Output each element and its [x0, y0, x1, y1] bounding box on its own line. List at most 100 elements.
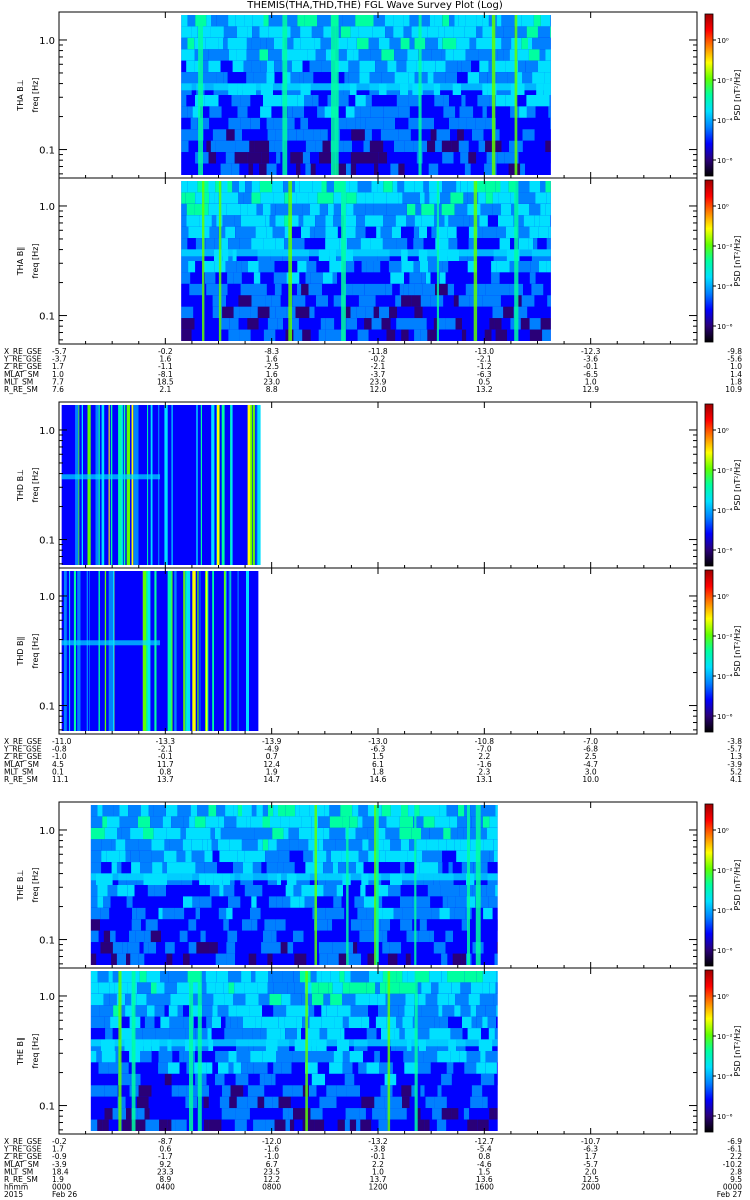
- spectrogram-cell: [304, 982, 312, 994]
- spectrogram-stripe: [164, 405, 168, 565]
- spectrogram-cell: [354, 896, 364, 908]
- spectrogram-cell: [230, 1016, 238, 1029]
- spectrogram-cell: [270, 203, 276, 216]
- spectrogram-cell: [136, 993, 147, 1006]
- spectrogram-cell: [261, 1108, 275, 1120]
- spectrogram-cell: [456, 226, 469, 239]
- spectrogram-cell: [465, 283, 479, 296]
- ephemeris-value: 12.0: [370, 385, 387, 394]
- spectrogram-cell: [419, 919, 427, 931]
- spectrogram-cell: [284, 37, 294, 50]
- spectrogram-cell: [195, 907, 200, 920]
- spectrogram-cell: [225, 1096, 230, 1109]
- spectrogram-cell: [514, 26, 527, 38]
- spectrogram-cell: [211, 1028, 225, 1040]
- ephemeris-value: -5.7: [583, 1160, 598, 1169]
- spectrogram-cell: [434, 117, 444, 130]
- spectrogram-cell: [373, 203, 387, 216]
- spectrogram-cell: [245, 181, 252, 193]
- spectrogram-cell: [476, 37, 485, 50]
- spectrogram-cell: [379, 982, 386, 994]
- spectrogram-cell: [191, 26, 198, 38]
- spectrogram-cell: [240, 95, 251, 107]
- spectrogram-cell: [266, 283, 275, 296]
- spectrogram-cell: [421, 272, 426, 284]
- spectrogram-cell: [251, 238, 259, 250]
- spectrogram-cell: [151, 1085, 165, 1097]
- spectrogram-cell: [274, 261, 281, 273]
- spectrogram-cell: [218, 226, 226, 239]
- spectrogram-cell: [359, 1108, 366, 1120]
- spectrogram-cell: [187, 971, 201, 983]
- spectrogram-cell: [386, 203, 393, 216]
- spectrogram-cell: [364, 152, 379, 164]
- spectrogram-stripe: [249, 405, 253, 565]
- spectrogram-cell: [101, 862, 112, 874]
- spectrogram-cell: [450, 1028, 463, 1040]
- spectrogram-cell: [420, 295, 431, 307]
- spectrogram-cell: [267, 318, 278, 330]
- spectrogram-cell: [260, 1028, 267, 1040]
- spectrogram-cell: [378, 1119, 388, 1131]
- spectrogram-cell: [241, 37, 247, 50]
- spectrogram-cell: [113, 805, 120, 817]
- spectrogram-cell: [208, 1108, 222, 1120]
- spectrogram-cell: [208, 203, 221, 216]
- spectrogram-cell: [171, 805, 178, 817]
- spectrogram-stripe: [183, 571, 185, 731]
- spectrogram-cell: [491, 140, 502, 153]
- spectrogram-stripe: [255, 405, 257, 565]
- spectrogram-cell: [491, 930, 497, 943]
- spectrogram-cell: [386, 816, 400, 828]
- spectrogram-cell: [522, 72, 533, 84]
- spectrogram-cell: [235, 140, 250, 153]
- y-tick-label: 1.0: [39, 592, 55, 603]
- spectrogram-cell: [394, 140, 405, 153]
- spectrogram-cell: [389, 1051, 404, 1063]
- spectrogram-cell: [530, 140, 537, 153]
- spectrogram-cell: [101, 850, 107, 863]
- spectrogram-cell: [345, 329, 358, 341]
- spectrogram-cell: [125, 1005, 135, 1017]
- spectrogram-cell: [504, 49, 510, 61]
- spectrogram-cell: [169, 839, 183, 851]
- spectrogram-cell: [461, 329, 467, 341]
- spectrogram-cell: [360, 1085, 371, 1097]
- spectrogram-cell: [448, 993, 456, 1006]
- ephemeris-value: 8.9: [159, 1175, 171, 1184]
- spectrogram-cell: [293, 885, 302, 897]
- spectrogram-cell: [336, 95, 349, 107]
- spectrogram-cell: [469, 1108, 477, 1120]
- spectrogram-cell: [382, 896, 388, 908]
- spectrogram-cell: [442, 15, 449, 27]
- spectrogram-cell: [323, 26, 332, 38]
- spectrogram-cell: [379, 850, 386, 863]
- ephemeris-value: 23.0: [263, 377, 280, 386]
- spectrogram-cell: [486, 885, 496, 897]
- spectrogram-cell: [255, 1073, 260, 1086]
- spectrogram-cell: [378, 152, 388, 164]
- spectrogram-cell: [408, 805, 415, 817]
- spectrogram-cell: [302, 329, 311, 341]
- ephemeris-value: 8.8: [266, 385, 278, 394]
- spectrogram-cell: [385, 993, 398, 1006]
- spectrogram-cell: [185, 192, 196, 204]
- spectrogram-cell: [430, 805, 440, 817]
- spectrogram-cell: [509, 49, 518, 61]
- ephemeris-row-label: MLAT_SM: [4, 370, 39, 379]
- spectrogram-cell: [540, 215, 545, 227]
- spectrogram-cell: [488, 1085, 498, 1097]
- spectrogram-cell: [212, 850, 220, 863]
- ephemeris-value: -5.7: [727, 745, 742, 754]
- spectrogram-cell: [329, 261, 343, 273]
- spectrogram-cell: [408, 95, 421, 107]
- spectrogram-cell: [399, 982, 412, 994]
- spectrogram-cell: [543, 272, 551, 284]
- spectrogram-cell: [204, 1119, 209, 1131]
- spectrogram-cell: [246, 49, 260, 61]
- spectrogram-cell: [503, 129, 513, 141]
- ephemeris-table: X_RE_GSE -0.2 -8.7 -12.0 -13.2 -12.7 -10.7 -6.9…: [3, 1137, 742, 1199]
- spectrogram-streak: [198, 15, 203, 175]
- spectrogram-cell: [366, 1028, 377, 1040]
